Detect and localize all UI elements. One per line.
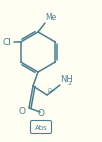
- Text: O: O: [18, 106, 26, 115]
- Text: NH: NH: [60, 75, 73, 83]
- Text: O: O: [38, 109, 44, 119]
- Text: D: D: [48, 87, 52, 92]
- Text: Abs: Abs: [35, 125, 47, 130]
- Text: Cl: Cl: [3, 37, 12, 46]
- Text: 2: 2: [68, 81, 72, 85]
- Text: Me: Me: [45, 13, 57, 22]
